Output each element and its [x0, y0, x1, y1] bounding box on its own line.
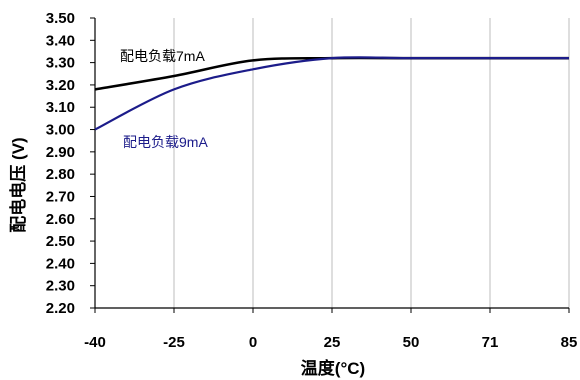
y-tick-label: 2.90 [46, 144, 75, 161]
y-tick-label: 2.50 [46, 233, 75, 250]
y-tick-label: 2.70 [46, 188, 75, 205]
y-tick-label: 3.00 [46, 122, 75, 139]
gridlines [173, 18, 570, 308]
x-tick-label: 25 [324, 334, 341, 351]
y-tick-label: 3.50 [46, 10, 75, 27]
y-tick-label: 2.80 [46, 166, 75, 183]
y-tick-label: 3.40 [46, 32, 75, 49]
y-tick-label: 2.30 [46, 278, 75, 295]
series-label-1: 配电负载7mA [120, 48, 205, 64]
x-tick-label: 71 [482, 334, 499, 351]
y-tick-labels: 3.50 3.40 3.30 3.20 3.10 3.00 2.90 2.80 2.70 2.60… [46, 10, 75, 317]
x-axis-title: 温度(°C) [301, 358, 365, 378]
x-tick-label: 0 [249, 334, 257, 351]
y-tick-label: 2.60 [46, 211, 75, 228]
y-tick-label: 3.10 [46, 99, 75, 116]
x-tick-label: 85 [561, 334, 578, 351]
y-tick-label: 2.40 [46, 255, 75, 272]
x-tick-label: -40 [84, 334, 106, 351]
series-label-2: 配电负载9mA [123, 134, 208, 150]
x-tick-label: -25 [163, 334, 185, 351]
x-tick-label: 50 [403, 334, 420, 351]
y-tick-label: 3.20 [46, 77, 75, 94]
series-labels: 配电负载7mA 配电负载9mA [120, 48, 208, 150]
y-tick-label: 3.30 [46, 55, 75, 72]
y-tick-label: 2.20 [46, 300, 75, 317]
series-lines [94, 56, 569, 131]
series-line-2 [94, 56, 569, 131]
x-tick-labels: -40 -25 0 25 50 71 85 [84, 334, 577, 351]
axes [90, 17, 570, 313]
y-axis-title: 配电电压 (V) [8, 137, 28, 232]
